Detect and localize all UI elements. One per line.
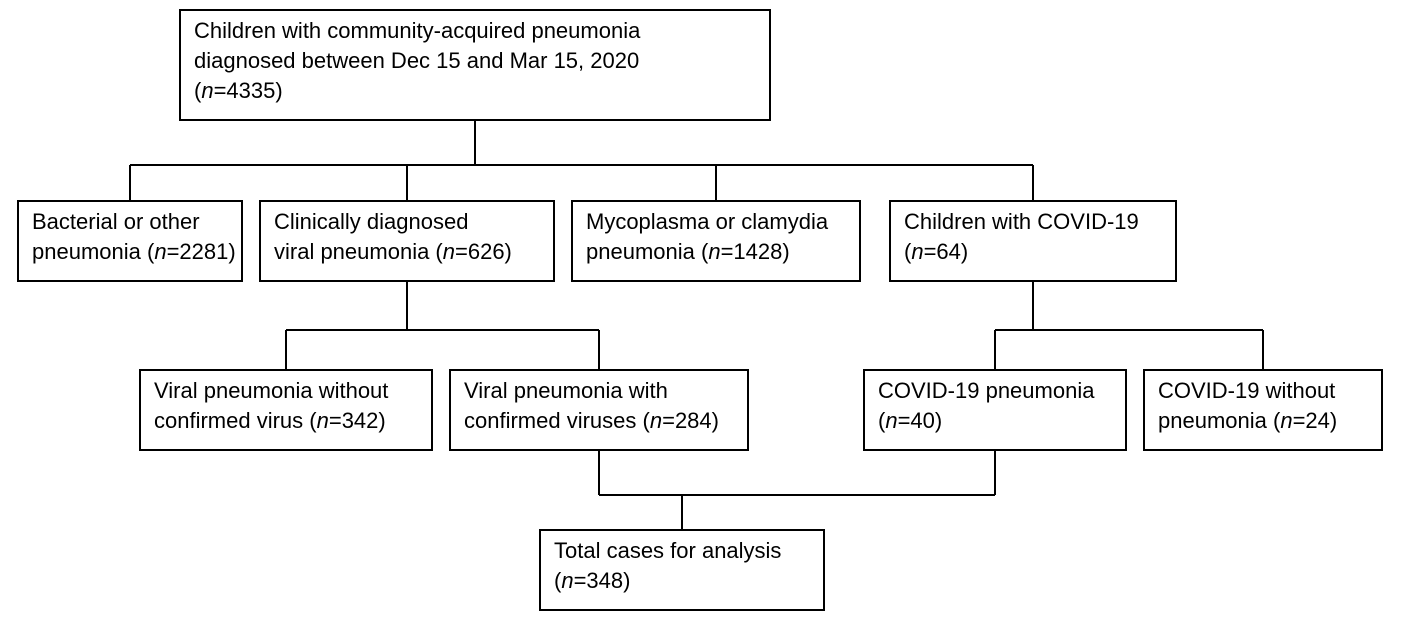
covid-label: Children with COVID-19 <box>904 209 1139 234</box>
covid_nopneu-label: pneumonia (n=24) <box>1158 408 1337 433</box>
bacterial-label: pneumonia (n=2281) <box>32 239 236 264</box>
covid-label: (n=64) <box>904 239 968 264</box>
viral_conf-label: confirmed viruses (n=284) <box>464 408 719 433</box>
total-label: Total cases for analysis <box>554 538 781 563</box>
myco-label: pneumonia (n=1428) <box>586 239 790 264</box>
viral-label: Clinically diagnosed <box>274 209 468 234</box>
viral_noconf-label: Viral pneumonia without <box>154 378 388 403</box>
total-label: (n=348) <box>554 568 630 593</box>
covid_pneu-label: (n=40) <box>878 408 942 433</box>
covid_nopneu-label: COVID-19 without <box>1158 378 1335 403</box>
viral_conf-label: Viral pneumonia with <box>464 378 668 403</box>
root-label: (n=4335) <box>194 78 283 103</box>
root-label: Children with community-acquired pneumon… <box>194 18 641 43</box>
bacterial-label: Bacterial or other <box>32 209 200 234</box>
root-label: diagnosed between Dec 15 and Mar 15, 202… <box>194 48 639 73</box>
myco-label: Mycoplasma or clamydia <box>586 209 829 234</box>
viral_noconf-label: confirmed virus (n=342) <box>154 408 386 433</box>
viral-label: viral pneumonia (n=626) <box>274 239 512 264</box>
covid_pneu-label: COVID-19 pneumonia <box>878 378 1095 403</box>
